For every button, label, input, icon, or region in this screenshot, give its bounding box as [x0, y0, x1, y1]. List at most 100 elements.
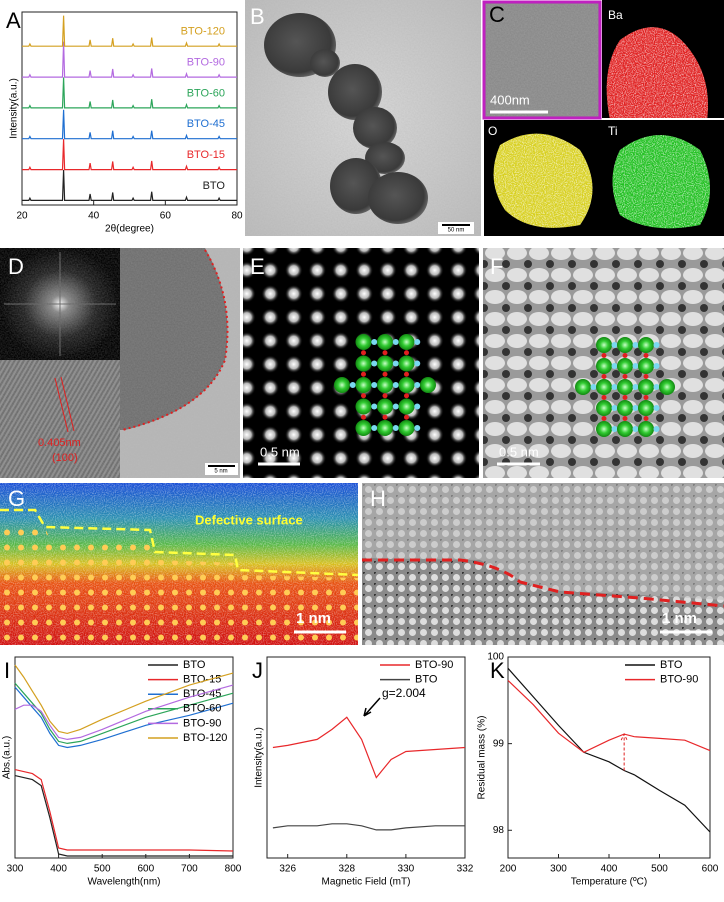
atom-ba: [355, 334, 372, 350]
surface-line: [362, 558, 724, 608]
map-label: Ba: [608, 8, 623, 22]
series-line: [22, 41, 237, 78]
atom-ti: [414, 360, 421, 367]
series-line: [14, 684, 234, 741]
annotation: g=2.004: [382, 686, 426, 700]
o-signal: [493, 133, 593, 228]
legend-label: BTO-90: [187, 57, 225, 69]
atom-ti: [414, 339, 421, 345]
series-line: [14, 664, 234, 735]
series-line: [507, 679, 711, 753]
legend-label: BTO-120: [183, 732, 227, 744]
atom-ba: [596, 337, 612, 353]
plot-frame: [266, 656, 466, 859]
panel-label: K: [490, 658, 505, 683]
x-axis-label: Magnetic Field (mT): [322, 877, 411, 888]
atom-ba: [334, 377, 350, 393]
atom-ti: [371, 339, 378, 345]
atom-ti: [392, 382, 399, 388]
legend-label: BTO-120: [181, 26, 225, 38]
atom-o: [622, 353, 628, 358]
panel-label: E: [250, 254, 265, 279]
atom-ti: [653, 426, 660, 432]
x-tick-label: 330: [398, 864, 415, 875]
x-tick-label: 40: [88, 211, 100, 222]
series-line: [272, 716, 466, 779]
legend-label: BTO: [415, 674, 438, 686]
surface-line: [0, 508, 359, 577]
shift-arrow: [620, 732, 628, 771]
atom-ti: [349, 382, 356, 388]
plot-frame: [14, 656, 234, 859]
x-tick-label: 400: [601, 864, 618, 875]
atom-o: [622, 374, 628, 379]
atom-ti: [392, 403, 399, 410]
x-tick-label: 700: [181, 864, 198, 875]
y-axis-label: Intensity(a.u.): [9, 78, 20, 139]
particle: [310, 49, 340, 77]
legend-label: BTO-15: [187, 149, 225, 161]
atom-ba: [617, 337, 633, 353]
scale-bar-label: 50 nm: [448, 228, 465, 234]
atom-ba: [377, 377, 393, 393]
atom-ba: [355, 355, 372, 372]
atom-o: [382, 414, 388, 420]
plot-frame: [507, 656, 711, 859]
series-line: [22, 15, 237, 47]
panel-label: J: [252, 658, 263, 683]
annotation: Defective surface: [195, 512, 303, 527]
x-tick-label: 300: [7, 864, 24, 875]
atom-ba: [377, 398, 393, 415]
x-axis-label: Temperature (ºC): [571, 877, 647, 888]
atom-ti: [392, 425, 399, 431]
atom-o: [643, 353, 649, 358]
legend-label: BTO-60: [187, 87, 225, 99]
atom-ti: [371, 403, 378, 410]
x-tick-label: 600: [137, 864, 154, 875]
atom-ba: [638, 421, 654, 437]
atom-o: [361, 350, 366, 356]
y-tick-label: 100: [487, 652, 504, 663]
atom-ti: [653, 384, 660, 390]
panel-label: H: [370, 486, 386, 511]
particle: [328, 64, 382, 120]
atom-ba: [659, 379, 675, 395]
surface-outline: [121, 249, 229, 431]
atom-o: [622, 395, 628, 400]
atom-ba: [420, 377, 436, 393]
atom-ti: [653, 405, 660, 411]
panel-label: B: [250, 4, 265, 29]
atom-ti: [611, 342, 618, 348]
panel-label: I: [4, 658, 10, 683]
atom-ti: [392, 339, 399, 345]
legend-label: BTO-15: [183, 674, 221, 686]
x-tick-label: 600: [702, 864, 719, 875]
panel-label: G: [8, 486, 25, 511]
x-tick-label: 80: [231, 211, 243, 222]
panel-f-image: 0.5 nm F: [483, 248, 724, 478]
x-tick-label: 200: [500, 864, 517, 875]
atom-ba: [638, 358, 654, 374]
x-tick-label: 500: [94, 864, 111, 875]
panel-label: F: [490, 254, 503, 279]
atom-ti: [632, 363, 639, 369]
series-line: [22, 169, 237, 201]
atom-o: [382, 350, 388, 356]
plane-label: (100): [52, 452, 78, 464]
atom-ti: [414, 403, 421, 410]
sem-grain: [486, 4, 598, 116]
panel-g-image: Defective surface 1 nm G: [0, 483, 359, 645]
atom-ba: [355, 398, 372, 415]
atom-ba: [617, 421, 633, 437]
x-tick-label: 60: [160, 211, 172, 222]
surface-layer: [362, 483, 724, 600]
x-tick-label: 800: [225, 864, 242, 875]
atom-ba: [377, 334, 393, 350]
spacing-label: 0.405nm: [38, 437, 81, 449]
atom-o: [643, 374, 649, 379]
atom-ba: [596, 421, 612, 437]
legend-label: BTO-90: [660, 674, 698, 686]
series-line: [22, 109, 237, 140]
atom-ba: [596, 358, 612, 374]
panel-e-image: 0.5 nm E: [243, 248, 479, 478]
